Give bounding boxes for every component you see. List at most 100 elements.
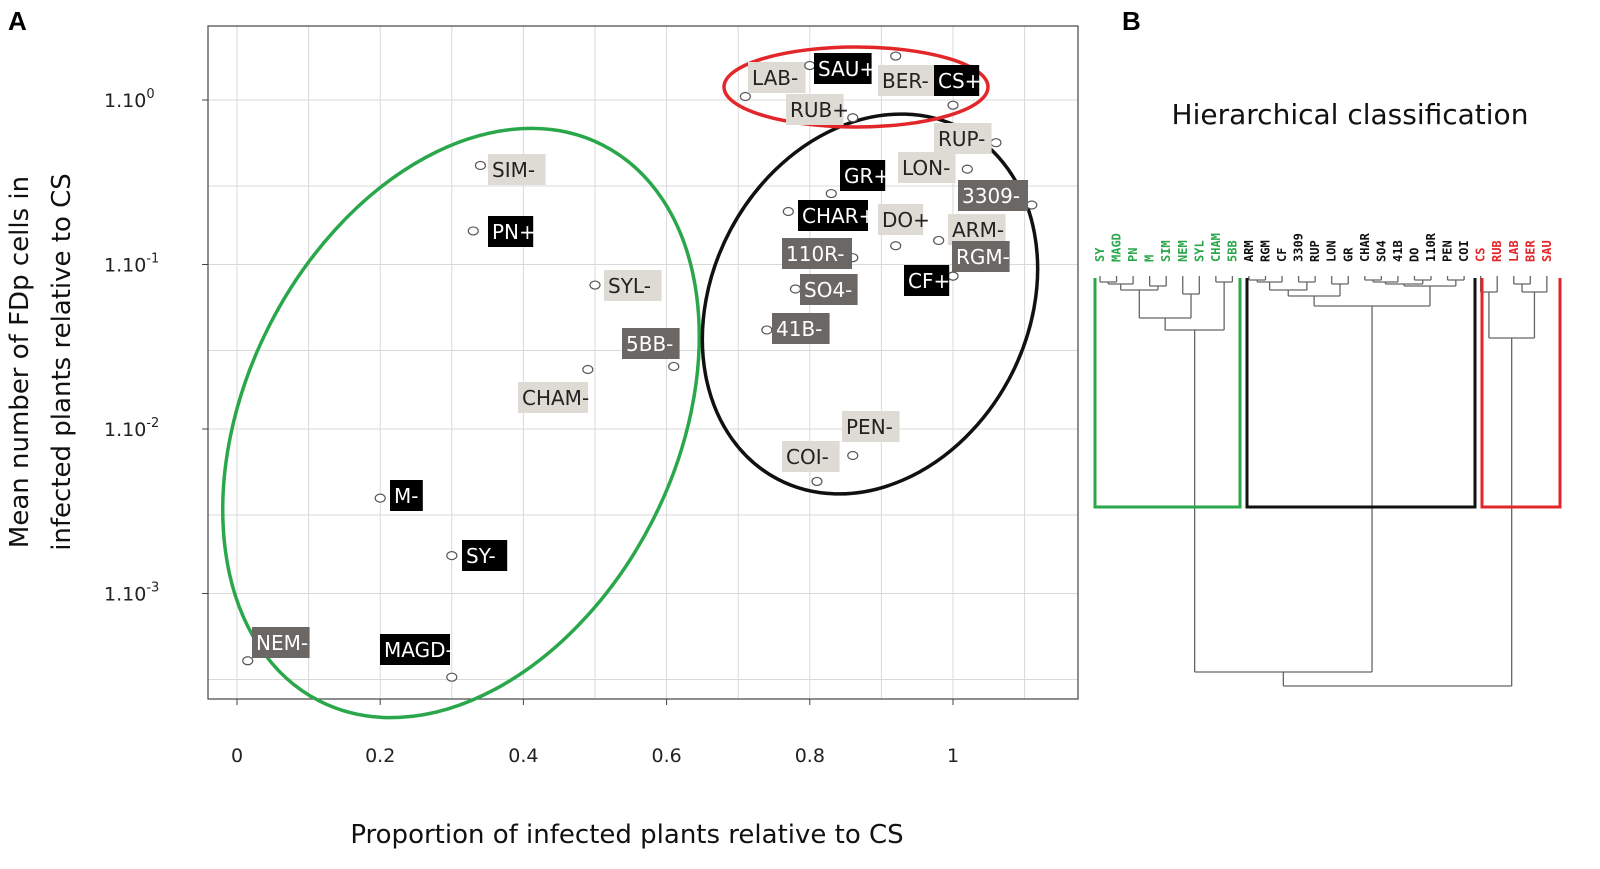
point-label: 5BB- <box>626 332 673 356</box>
dendrogram-leaf: RUP <box>1308 240 1322 262</box>
point-marker <box>374 493 386 503</box>
point-label-box <box>604 270 662 301</box>
dendrogram-leaf: PEN <box>1441 240 1455 262</box>
scatter-point-CS+: CS+ <box>934 65 981 110</box>
y-tick-label: 1.10-2 <box>104 416 159 441</box>
point-label-box <box>518 382 588 413</box>
y-tick-label: 1.10-1 <box>104 252 159 277</box>
point-marker <box>242 656 254 666</box>
point-label-box <box>958 180 1028 211</box>
point-label-box <box>934 65 980 96</box>
point-label-box <box>948 214 1006 245</box>
scatter-point-BER-: BER- <box>878 51 936 96</box>
y-axis-title-line-1: Mean number of FDp cells in <box>5 176 35 548</box>
dendrogram-leaf: NEM <box>1176 240 1190 262</box>
point-label: PN+ <box>492 220 536 244</box>
scatter-point-SAU+: SAU+ <box>804 53 876 84</box>
point-label: SY- <box>466 544 496 568</box>
point-label-box <box>622 328 680 359</box>
dendrogram-leaf: SO4 <box>1374 240 1388 262</box>
x-axis-ticks: 0 0.2 0.4 0.6 0.8 1 <box>231 699 959 767</box>
x-tick-label: 0.2 <box>365 745 395 767</box>
point-marker <box>446 672 458 682</box>
point-marker <box>890 51 902 61</box>
point-marker <box>589 280 601 290</box>
point-marker <box>761 325 773 335</box>
x-tick-label: 0.6 <box>651 745 681 767</box>
point-marker <box>789 284 802 294</box>
scatter-point-NEM-: NEM- <box>242 627 310 666</box>
dendrogram-leaf: 5BB <box>1225 240 1239 262</box>
point-marker <box>961 164 973 174</box>
point-label: M- <box>394 484 418 508</box>
point-label-box <box>772 313 830 344</box>
point-label: DO+ <box>882 208 930 232</box>
dendrogram-branches <box>1093 276 1562 687</box>
panel-a-letter: A <box>8 6 27 36</box>
x-tick-label: 0 <box>231 745 243 767</box>
dendrogram-leaf: M <box>1143 255 1157 262</box>
point-marker <box>933 235 945 246</box>
black-cluster-box <box>1245 278 1477 509</box>
point-marker <box>474 160 487 171</box>
point-marker <box>446 550 458 561</box>
scatter-point-CHAR+: CHAR+ <box>782 200 875 231</box>
dendrogram-leaf: SIM <box>1159 240 1173 262</box>
point-label: LAB- <box>752 66 798 90</box>
dendrogram-leaf: RUB <box>1490 240 1504 262</box>
point-label: CS+ <box>938 69 981 93</box>
point-label: 110R- <box>786 242 844 266</box>
scatter-point-COI-: COI- <box>782 441 840 487</box>
point-marker <box>739 91 751 102</box>
scatter-point-RGM-: RGM- <box>947 241 1010 281</box>
point-label: MAGD- <box>384 638 453 662</box>
point-marker <box>947 100 959 110</box>
data-points: LAB- SAU+ BER- CS+ RUB+ RUP- LON- GR+ 3309- CHAR+… <box>242 51 1038 682</box>
point-label: CHAM- <box>522 386 589 410</box>
point-label-box <box>814 53 872 84</box>
dendrogram-leaf: GR <box>1341 247 1355 262</box>
dendrogram-title: Hierarchical classification <box>1172 98 1529 131</box>
y-tick-label: 1.100 <box>104 87 155 112</box>
scatter-point-LON-: LON- <box>898 152 973 183</box>
scatter-point-SY-: SY- <box>446 540 508 571</box>
point-label-box <box>840 160 886 191</box>
red-cluster-box <box>1480 278 1562 509</box>
point-label: COI- <box>786 445 829 469</box>
scatter-point-ARM-: ARM- <box>933 214 1006 246</box>
point-marker <box>811 476 823 487</box>
point-marker <box>467 226 479 236</box>
scatter-point-LAB-: LAB- <box>739 62 806 102</box>
dendrogram-leaf: SY <box>1093 247 1107 262</box>
point-label: BER- <box>882 69 929 93</box>
point-label-box <box>782 441 840 472</box>
dendrogram-leaf: ARM <box>1242 240 1256 262</box>
point-label-box <box>488 216 534 247</box>
dendrogram-leaf: CHAM <box>1209 233 1223 262</box>
point-label: 3309- <box>962 184 1020 208</box>
point-label-box <box>904 265 950 296</box>
scatter-point-RUP-: RUP- <box>934 123 1002 154</box>
point-label: ARM- <box>952 218 1004 242</box>
x-tick-label: 0.8 <box>795 745 825 767</box>
plot-frame <box>207 25 1079 700</box>
dendrogram-leaf: CS <box>1474 248 1488 262</box>
dendrogram-leaf: PN <box>1126 248 1140 262</box>
green-cluster-box <box>1093 278 1242 509</box>
dendrogram-leaf-labels: SY MAGD PN M SIM NEM SYL CHAM 5BB ARM RGM CF 3309 RUP… <box>1093 232 1554 262</box>
point-label-box <box>462 540 508 571</box>
scatter-point-DO+: DO+ <box>878 204 930 251</box>
scatter-point-CF+: CF+ <box>904 265 959 296</box>
point-label-box <box>934 123 992 154</box>
x-tick-label: 0.4 <box>508 745 538 767</box>
dendrogram-leaf: 3309 <box>1292 233 1306 262</box>
point-marker <box>668 361 680 372</box>
scatter-point-SO4-: SO4- <box>789 274 858 305</box>
point-marker <box>825 188 837 199</box>
dendrogram-leaf: BER <box>1523 240 1537 262</box>
green-cluster-ellipse <box>221 126 701 720</box>
scatter-point-5BB-: 5BB- <box>622 328 680 372</box>
point-marker <box>582 364 594 375</box>
black-cluster-ellipse <box>700 112 1040 496</box>
